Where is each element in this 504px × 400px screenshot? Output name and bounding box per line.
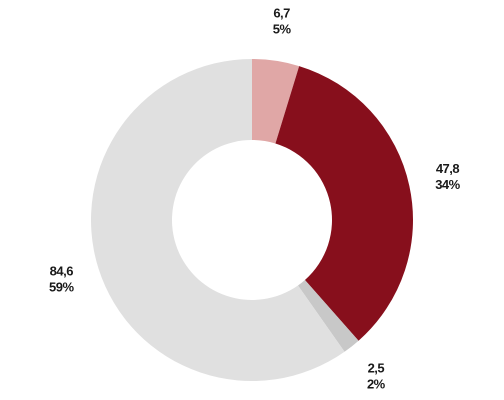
value-label: 6,7	[273, 6, 290, 21]
donut-slice	[275, 66, 414, 341]
donut-slice	[297, 279, 359, 352]
percent-label: 2%	[367, 376, 386, 391]
donut-slice	[252, 59, 300, 144]
percent-label: 5%	[273, 22, 292, 37]
value-label: 2,5	[368, 360, 385, 375]
percent-label: 59%	[49, 280, 74, 295]
donut-slice	[91, 59, 345, 381]
percent-label: 34%	[435, 177, 460, 192]
value-label: 47,8	[436, 161, 460, 176]
value-label: 84,6	[50, 264, 74, 279]
